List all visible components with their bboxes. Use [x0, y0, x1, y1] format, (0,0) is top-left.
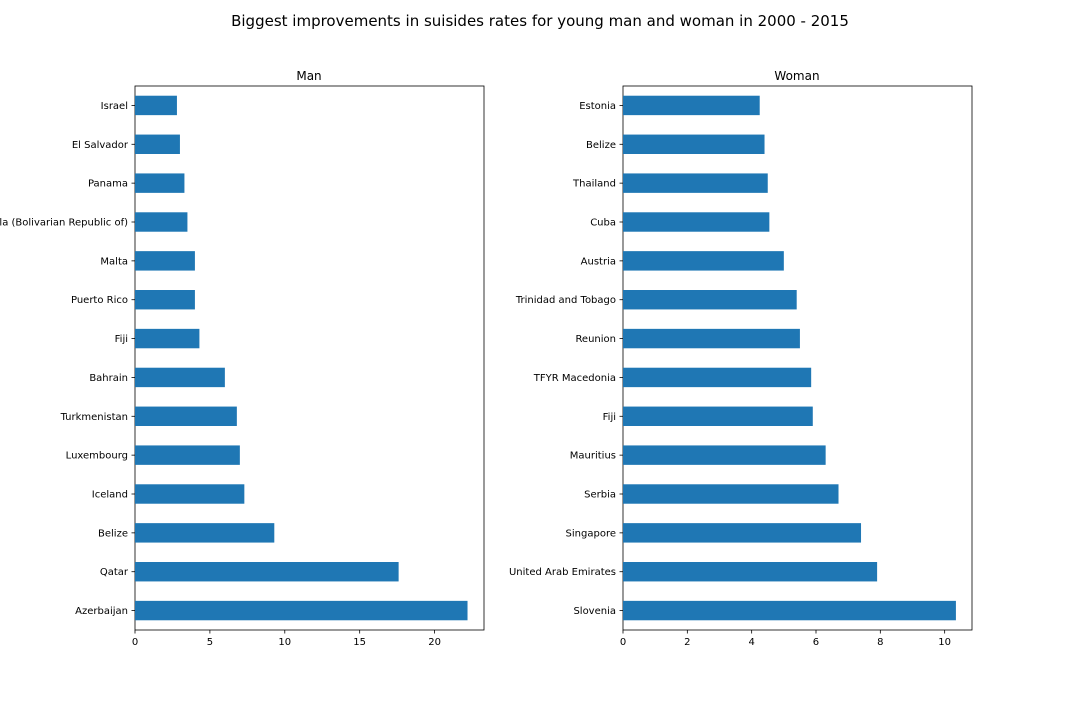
ytick-label: Belize: [586, 140, 616, 151]
chart-woman-marks: Estonia Belize Thailand Cuba Austria Trinidad…: [509, 85, 973, 648]
figure-title: Biggest improvements in suisides rates f…: [231, 12, 849, 30]
ytick-label: Austria: [581, 256, 616, 267]
ytick-label: Singapore: [566, 528, 616, 539]
ytick-label: TFYR Macedonia: [533, 373, 616, 384]
bar-woman-12: [623, 562, 878, 582]
bar-woman-7: [623, 367, 812, 388]
bar-man-8: [135, 406, 237, 426]
bar-woman-6: [623, 328, 800, 349]
xtick-label: 20: [428, 637, 441, 648]
chart-woman-title: Woman: [774, 69, 819, 83]
ytick-label: Reunion: [575, 334, 616, 345]
ytick-label: Israel: [101, 101, 128, 112]
xtick-label: 10: [938, 637, 951, 648]
ytick-label: Turkmenistan: [60, 412, 128, 423]
bar-man-3: [135, 212, 188, 232]
plot-frame: [134, 85, 485, 631]
bar-woman-13: [623, 600, 956, 621]
ytick-label: Slovenia: [573, 606, 616, 617]
bar-man-13: [135, 600, 468, 621]
chart-woman: Woman Estonia Belize Thailand Cuba Austria Tr…: [509, 69, 973, 648]
ytick-label: Bahrain: [89, 373, 128, 384]
bar-woman-4: [623, 251, 784, 271]
ytick-label: Venezuela (Bolivarian Republic of): [0, 218, 128, 229]
bar-man-11: [135, 523, 275, 543]
bar-man-6: [135, 328, 200, 349]
xtick-label: 0: [132, 637, 138, 648]
bar-woman-0: [623, 95, 760, 116]
bar-man-5: [135, 290, 195, 310]
xtick-label: 6: [813, 637, 819, 648]
chart-man: Man Israel El Salvador Panama Venezuela (Bo…: [0, 69, 485, 648]
bar-man-4: [135, 251, 195, 271]
ytick-label: Iceland: [92, 490, 128, 501]
ytick-label: Panama: [88, 179, 128, 190]
ytick-label: Trinidad and Tobago: [515, 295, 616, 306]
bar-woman-2: [623, 173, 768, 193]
ytick-label: United Arab Emirates: [509, 567, 616, 578]
xtick-label: 15: [353, 637, 366, 648]
ytick-label: Mauritius: [570, 451, 616, 462]
bar-woman-8: [623, 406, 813, 426]
ytick-label: Estonia: [579, 101, 616, 112]
bar-woman-9: [623, 445, 826, 465]
bar-man-1: [135, 134, 180, 154]
plot-frame: [622, 85, 973, 631]
ytick-label: Belize: [98, 528, 128, 539]
xtick-label: 0: [620, 637, 626, 648]
ytick-label: Serbia: [584, 490, 616, 501]
ytick-label: Luxembourg: [66, 451, 128, 462]
xtick-label: 2: [684, 637, 690, 648]
ytick-label: Qatar: [100, 567, 129, 578]
xtick-label: 10: [278, 637, 291, 648]
ytick-label: Thailand: [572, 179, 616, 190]
ytick-label: Fiji: [603, 412, 616, 423]
bar-man-7: [135, 367, 225, 388]
xtick-label: 4: [748, 637, 754, 648]
bar-woman-10: [623, 484, 839, 504]
ytick-label: El Salvador: [72, 140, 129, 151]
bar-man-10: [135, 484, 245, 504]
bar-woman-1: [623, 134, 765, 154]
bar-woman-5: [623, 290, 797, 310]
bar-woman-3: [623, 212, 770, 232]
xtick-label: 8: [877, 637, 883, 648]
bar-woman-11: [623, 523, 862, 543]
bar-man-2: [135, 173, 185, 193]
ytick-label: Malta: [100, 256, 128, 267]
chart-man-title: Man: [296, 69, 321, 83]
xtick-label: 5: [207, 637, 213, 648]
ytick-label: Cuba: [590, 218, 616, 229]
chart-man-marks: Israel El Salvador Panama Venezuela (Boliva…: [0, 85, 485, 648]
ytick-label: Azerbaijan: [75, 606, 128, 617]
ytick-label: Fiji: [115, 334, 128, 345]
bar-man-12: [135, 562, 399, 582]
bar-man-0: [135, 95, 177, 116]
ytick-label: Puerto Rico: [71, 295, 128, 306]
bar-man-9: [135, 445, 240, 465]
